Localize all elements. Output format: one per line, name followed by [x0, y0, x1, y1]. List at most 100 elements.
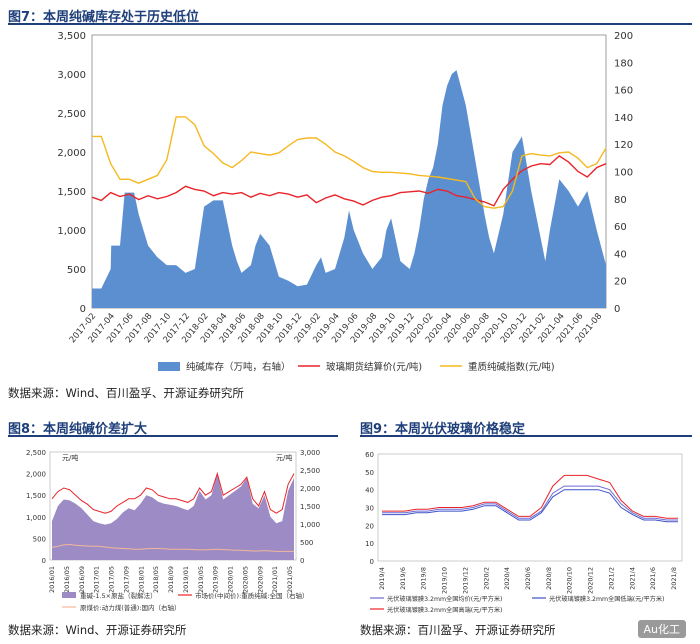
fig8-right-tick-label: 0 — [300, 557, 304, 565]
fig9-y-tick-label: 30 — [365, 505, 374, 513]
fig8-title: 图8：本周纯碱价差扩大 — [8, 422, 148, 437]
fig8-right-tick-label: 500 — [300, 539, 313, 547]
fig8-coal-price-line — [51, 543, 294, 552]
fig9-y-tick-label: 50 — [365, 469, 374, 477]
fig8-right-tick-label: 1,500 — [300, 503, 320, 511]
fig7-left-tick-label: 3,500 — [57, 31, 86, 42]
fig9-x-tick-label: 2020/4 — [503, 567, 511, 590]
fig7-right-tick-label: 60 — [614, 222, 627, 233]
fig7-left-tick-label: 2,500 — [57, 109, 86, 120]
fig7-left-tick-label: 3,000 — [57, 70, 86, 81]
fig9-y-tick-label: 20 — [365, 522, 374, 530]
fig8-x-tick-label: 2019/09 — [212, 566, 220, 593]
fig8-x-tick-label: 2017/09 — [122, 566, 130, 593]
fig7-left-tick-label: 500 — [67, 265, 86, 276]
fig7-legend-swatch-inventory — [158, 362, 180, 371]
fig7-right-tick-label: 140 — [614, 113, 633, 124]
fig8-x-tick-label: 2016/09 — [78, 566, 86, 593]
fig8-left-tick-label: 0 — [42, 557, 46, 565]
fig7-left-tick-label: 0 — [80, 304, 86, 315]
fig8-x-tick-label: 2020/01 — [227, 566, 235, 593]
fig8-x-tick-label: 2020/09 — [256, 566, 264, 593]
fig7-right-tick-label: 80 — [614, 195, 627, 206]
fig9-legend-label: 光伏玻璃镀膜3.2mm全国均价(元/平方米) — [387, 595, 502, 603]
fig9-x-tick-label: 2019/4 — [378, 567, 386, 590]
fig9-title: 图9：本周光伏玻璃价格稳定 — [360, 422, 526, 437]
fig7-title: 图7：本周纯碱库存处于历史低位 — [8, 10, 200, 25]
fig9-x-tick-label: 2021/8 — [670, 567, 678, 590]
fig8-right-unit: 元/吨 — [276, 453, 292, 462]
fig7-left-tick-label: 1,500 — [57, 187, 86, 198]
fig9-chart: 0 10 20 30 40 50 60 2019/4 2019/6 2019/8 2019/10 20… — [365, 451, 683, 614]
fig9-legend-label: 光伏玻璃镀膜3.2mm全国高端(元/平方米) — [387, 606, 502, 614]
watermark: Au化工 — [637, 620, 686, 638]
fig8-right-tick-label: 1,000 — [300, 521, 320, 529]
fig9-x-tick-label: 2019/8 — [420, 567, 428, 590]
fig7-legend-label: 重质纯碱指数(元/吨) — [468, 361, 555, 373]
fig7-right-tick-label: 0 — [614, 304, 620, 315]
fig8-left-tick-label: 1,000 — [26, 514, 46, 522]
fig8-legend-label: 重碱-1.5×原盐（裂解法） — [80, 591, 157, 600]
fig9-x-tick-label: 2021/2 — [607, 567, 615, 590]
fig8-x-tick-label: 2021/05 — [286, 566, 294, 593]
fig8-soda-price-line — [51, 471, 295, 514]
fig9-avg-line — [382, 485, 678, 521]
fig9-x-tick-label: 2020/12 — [587, 567, 595, 594]
fig9-y-tick-label: 10 — [365, 540, 374, 548]
fig8-x-tick-label: 2018/09 — [167, 566, 175, 593]
fig7-right-tick-label: 180 — [614, 58, 633, 69]
fig8-title-rule — [8, 435, 338, 437]
fig7-right-tick-label: 40 — [614, 249, 627, 260]
fig9-plot-frame — [377, 453, 683, 562]
fig8-x-tick-label: 2017/05 — [108, 566, 116, 593]
fig9-y-tick-label: 40 — [365, 487, 374, 495]
fig9-high-line — [382, 474, 678, 519]
fig7-title-rule — [8, 23, 692, 25]
fig8-chart: 元/吨 元/吨 0 500 1,000 1,500 2,000 2,500 0 500 1,000 1… — [26, 449, 320, 612]
fig7-legend-label: 玻璃期货结算价(元/吨) — [326, 361, 422, 373]
fig9-x-tick-label: 2019/12 — [461, 567, 469, 594]
fig8-legend-label: 原煤价:动力煤(普通):国内（右轴） — [80, 603, 180, 612]
fig8-x-tick-label: 2019/01 — [182, 566, 190, 593]
fig7-right-tick-label: 100 — [614, 168, 633, 179]
fig7-glass-futures-line — [91, 155, 607, 207]
fig7-soda-index-line — [92, 116, 607, 209]
fig8-x-tick-label: 2020/05 — [241, 566, 249, 593]
fig8-x-tick-label: 2021/01 — [271, 566, 279, 593]
fig8-left-tick-label: 1,500 — [26, 492, 46, 500]
fig7-left-tick-label: 2,000 — [57, 148, 86, 159]
fig9-x-tick-label: 2020/6 — [524, 567, 532, 590]
fig7-left-tick-label: 1,000 — [57, 226, 86, 237]
fig9-x-tick-label: 2021/6 — [649, 567, 657, 590]
fig8-legend-label: 市场价(中间价):重质纯碱:全国（右轴） — [195, 591, 308, 600]
fig7-chart: 0 500 1,000 1,500 2,000 2,500 3,000 3,500 0 20 40 6… — [57, 31, 633, 373]
fig9-y-tick-label: 0 — [370, 558, 374, 566]
fig9-x-tick-label: 2020/8 — [545, 567, 553, 590]
fig9-low-line — [382, 489, 678, 523]
fig9-title-rule — [360, 435, 692, 437]
fig8-source: 数据来源：Wind、开源证券研究所 — [8, 623, 187, 637]
fig8-left-unit: 元/吨 — [62, 453, 78, 462]
fig8-right-tick-label: 3,000 — [300, 449, 320, 457]
fig8-x-tick-label: 2016/05 — [63, 566, 71, 593]
fig7-source: 数据来源：Wind、百川盈孚、开源证券研究所 — [8, 386, 244, 400]
fig8-left-tick-label: 2,500 — [26, 449, 46, 457]
fig9-y-tick-label: 60 — [365, 451, 374, 459]
fig9-x-tick-label: 2021/4 — [628, 567, 636, 590]
fig7-inventory-area — [92, 70, 606, 308]
fig8-spread-area — [52, 473, 294, 560]
fig8-x-tick-label: 2018/05 — [152, 566, 160, 593]
fig7-right-tick-label: 20 — [614, 277, 627, 288]
fig9-x-tick-label: 2020/10 — [566, 567, 574, 594]
fig8-x-tick-label: 2019/05 — [197, 566, 205, 593]
fig7-legend-label: 纯碱库存（万吨，右轴） — [186, 361, 291, 373]
fig9-x-tick-label: 2019/10 — [441, 567, 449, 594]
fig7-right-tick-label: 160 — [614, 86, 633, 97]
fig7-right-tick-label: 200 — [614, 31, 633, 42]
fig8-right-tick-label: 2,500 — [300, 467, 320, 475]
fig8-x-tick-label: 2018/01 — [137, 566, 145, 593]
fig8-legend-swatch-spread — [62, 592, 76, 598]
fig8-x-tick-label: 2017/01 — [93, 566, 101, 593]
fig9-source: 数据来源：百川盈孚、开源证券研究所 — [360, 623, 556, 637]
fig9-legend-label: 光伏玻璃镀膜3.2mm全国低端(元/平方米) — [549, 595, 664, 603]
